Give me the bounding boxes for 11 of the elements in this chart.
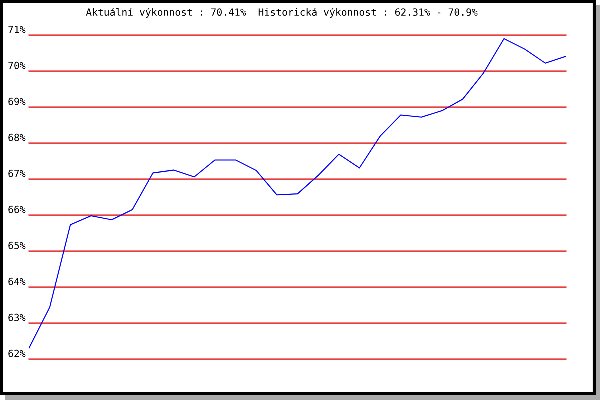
chart-title: Aktuální výkonnost : 70.41% Historická výkonnost : 62.31% - 70.9% — [86, 8, 478, 18]
y-tick-label: 66% — [8, 206, 26, 214]
y-tick-label: 71% — [8, 26, 26, 34]
y-tick-label: 70% — [8, 62, 26, 70]
y-tick-label: 68% — [8, 134, 26, 142]
y-tick-label: 63% — [8, 314, 26, 322]
y-tick-label: 69% — [8, 98, 26, 106]
y-tick-label: 64% — [8, 278, 26, 286]
y-tick-label: 67% — [8, 170, 26, 178]
y-tick-label: 65% — [8, 242, 26, 250]
y-tick-label: 62% — [8, 350, 26, 358]
